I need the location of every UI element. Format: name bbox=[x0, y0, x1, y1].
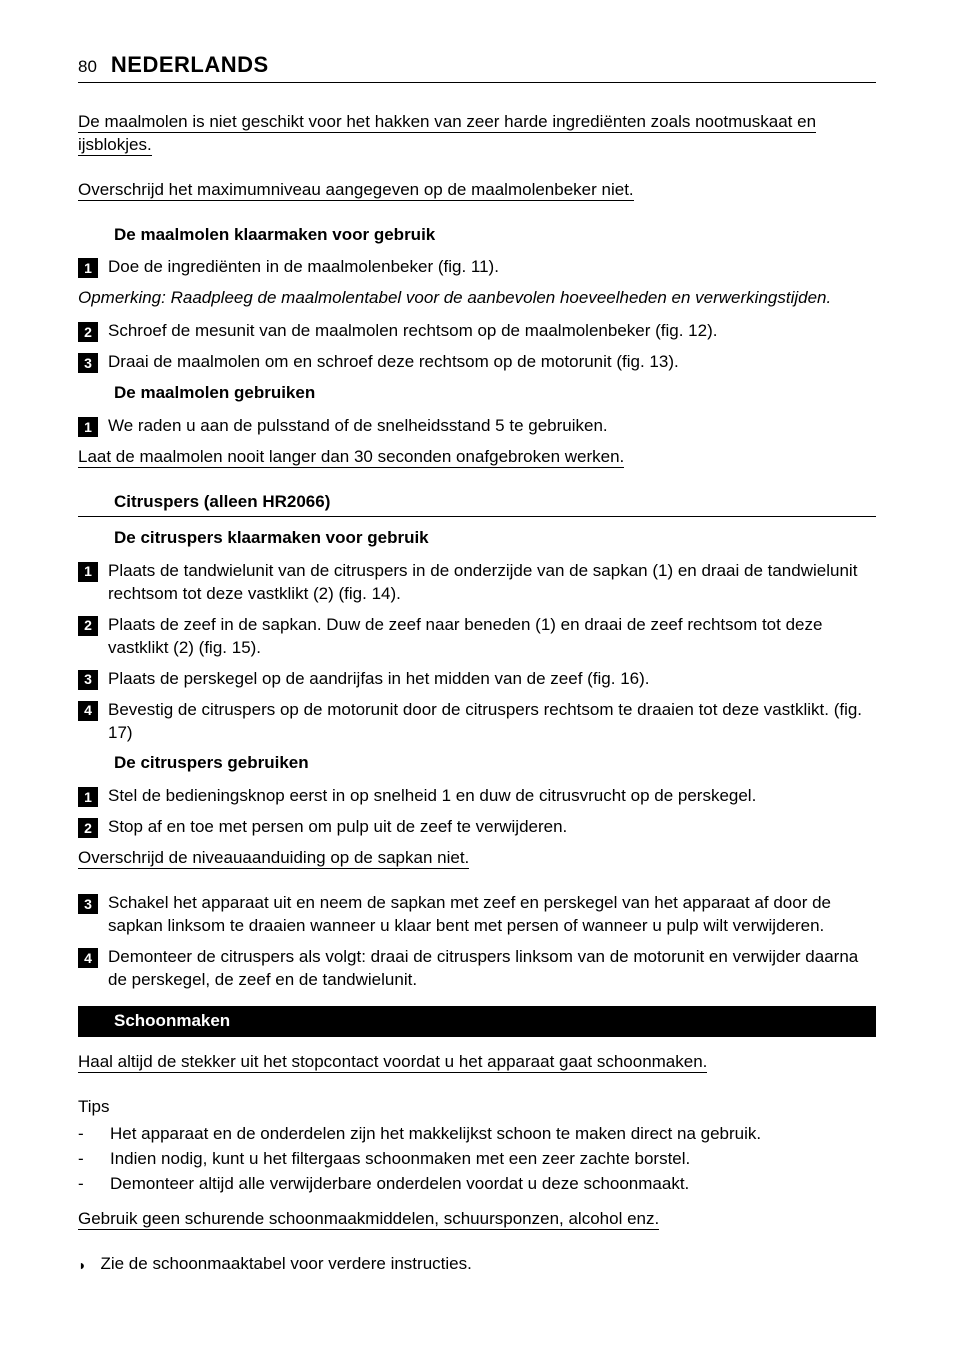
tip-text: Demonteer altijd alle verwijderbare onde… bbox=[110, 1173, 689, 1196]
step-text: Stel de bedieningsknop eerst in op snelh… bbox=[108, 785, 876, 808]
step-text: Plaats de zeef in de sapkan. Duw de zeef… bbox=[108, 614, 876, 660]
step-number-icon: 3 bbox=[78, 894, 98, 914]
warning-text: Gebruik geen schurende schoonmaakmiddele… bbox=[78, 1209, 659, 1230]
warning-text: Haal altijd de stekker uit het stopconta… bbox=[78, 1052, 707, 1073]
dash-icon: - bbox=[78, 1148, 88, 1171]
step-text: Stop af en toe met persen om pulp uit de… bbox=[108, 816, 876, 839]
step-item: 3 Draai de maalmolen om en schroef deze … bbox=[78, 351, 876, 374]
step-number-icon: 2 bbox=[78, 322, 98, 342]
bullet-text: Zie de schoonmaaktabel voor verdere inst… bbox=[100, 1253, 471, 1276]
section-bar-cleaning: Schoonmaken bbox=[78, 1006, 876, 1037]
bullet-icon: ◗ bbox=[78, 1256, 86, 1275]
step-item: 4 Bevestig de citruspers op de motorunit… bbox=[78, 699, 876, 745]
step-item: 1 Stel de bedieningsknop eerst in op sne… bbox=[78, 785, 876, 808]
warning-mill-max: Overschrijd het maximumniveau aangegeven… bbox=[78, 179, 876, 202]
step-item: 1 Doe de ingrediënten in de maalmolenbek… bbox=[78, 256, 876, 279]
warning-unplug: Haal altijd de stekker uit het stopconta… bbox=[78, 1051, 876, 1074]
page-header: 80 NEDERLANDS bbox=[78, 50, 876, 83]
heading-citrus-use: De citruspers gebruiken bbox=[114, 752, 876, 775]
step-item: 1 Plaats de tandwielunit van de citruspe… bbox=[78, 560, 876, 606]
step-item: 2 Schroef de mesunit van de maalmolen re… bbox=[78, 320, 876, 343]
step-text: Doe de ingrediënten in de maalmolenbeker… bbox=[108, 256, 876, 279]
note-mill: Opmerking: Raadpleeg de maalmolentabel v… bbox=[78, 287, 876, 310]
step-text: Bevestig de citruspers op de motorunit d… bbox=[108, 699, 876, 745]
step-text: Demonteer de citruspers als volgt: draai… bbox=[108, 946, 876, 992]
step-number-icon: 1 bbox=[78, 787, 98, 807]
step-text: Schroef de mesunit van de maalmolen rech… bbox=[108, 320, 876, 343]
step-text: Plaats de perskegel op de aandrijfas in … bbox=[108, 668, 876, 691]
warning-mill-hard: De maalmolen is niet geschikt voor het h… bbox=[78, 111, 876, 157]
tip-item: -Demonteer altijd alle verwijderbare ond… bbox=[78, 1173, 876, 1196]
dash-icon: - bbox=[78, 1173, 88, 1196]
warning-mill-runtime: Laat de maalmolen nooit langer dan 30 se… bbox=[78, 446, 876, 469]
language-title: NEDERLANDS bbox=[111, 50, 269, 80]
tip-text: Indien nodig, kunt u het filtergaas scho… bbox=[110, 1148, 690, 1171]
page-number: 80 bbox=[78, 56, 97, 79]
step-text: Schakel het apparaat uit en neem de sapk… bbox=[108, 892, 876, 938]
step-item: 3 Schakel het apparaat uit en neem de sa… bbox=[78, 892, 876, 938]
tip-item: -Het apparaat en de onderdelen zijn het … bbox=[78, 1123, 876, 1146]
step-item: 1 We raden u aan de pulsstand of de snel… bbox=[78, 415, 876, 438]
step-number-icon: 3 bbox=[78, 670, 98, 690]
step-text: Plaats de tandwielunit van de citruspers… bbox=[108, 560, 876, 606]
step-number-icon: 4 bbox=[78, 701, 98, 721]
step-number-icon: 2 bbox=[78, 818, 98, 838]
warning-text: Overschrijd het maximumniveau aangegeven… bbox=[78, 180, 634, 201]
warning-text: Laat de maalmolen nooit langer dan 30 se… bbox=[78, 447, 624, 468]
step-item: 2 Stop af en toe met persen om pulp uit … bbox=[78, 816, 876, 839]
heading-mill-use: De maalmolen gebruiken bbox=[114, 382, 876, 405]
warning-text: Overschrijd de niveauaanduiding op de sa… bbox=[78, 848, 469, 869]
step-number-icon: 1 bbox=[78, 417, 98, 437]
warning-text: De maalmolen is niet geschikt voor het h… bbox=[78, 112, 816, 156]
heading-citrus: Citruspers (alleen HR2066) bbox=[78, 491, 876, 517]
heading-mill-prep: De maalmolen klaarmaken voor gebruik bbox=[114, 224, 876, 247]
warning-abrasive: Gebruik geen schurende schoonmaakmiddele… bbox=[78, 1208, 876, 1231]
step-text: Draai de maalmolen om en schroef deze re… bbox=[108, 351, 876, 374]
heading-citrus-prep: De citruspers klaarmaken voor gebruik bbox=[114, 527, 876, 550]
step-number-icon: 4 bbox=[78, 948, 98, 968]
tip-item: -Indien nodig, kunt u het filtergaas sch… bbox=[78, 1148, 876, 1171]
step-number-icon: 1 bbox=[78, 258, 98, 278]
tip-text: Het apparaat en de onderdelen zijn het m… bbox=[110, 1123, 761, 1146]
tips-label: Tips bbox=[78, 1096, 876, 1119]
step-item: 2 Plaats de zeef in de sapkan. Duw de ze… bbox=[78, 614, 876, 660]
dash-icon: - bbox=[78, 1123, 88, 1146]
step-text: We raden u aan de pulsstand of de snelhe… bbox=[108, 415, 876, 438]
warning-citrus-level: Overschrijd de niveauaanduiding op de sa… bbox=[78, 847, 876, 870]
step-number-icon: 2 bbox=[78, 616, 98, 636]
heading-text: Citruspers (alleen HR2066) bbox=[114, 492, 330, 511]
step-item: 3 Plaats de perskegel op de aandrijfas i… bbox=[78, 668, 876, 691]
step-number-icon: 3 bbox=[78, 353, 98, 373]
step-item: 4 Demonteer de citruspers als volgt: dra… bbox=[78, 946, 876, 992]
bullet-item: ◗ Zie de schoonmaaktabel voor verdere in… bbox=[78, 1253, 876, 1276]
step-number-icon: 1 bbox=[78, 562, 98, 582]
